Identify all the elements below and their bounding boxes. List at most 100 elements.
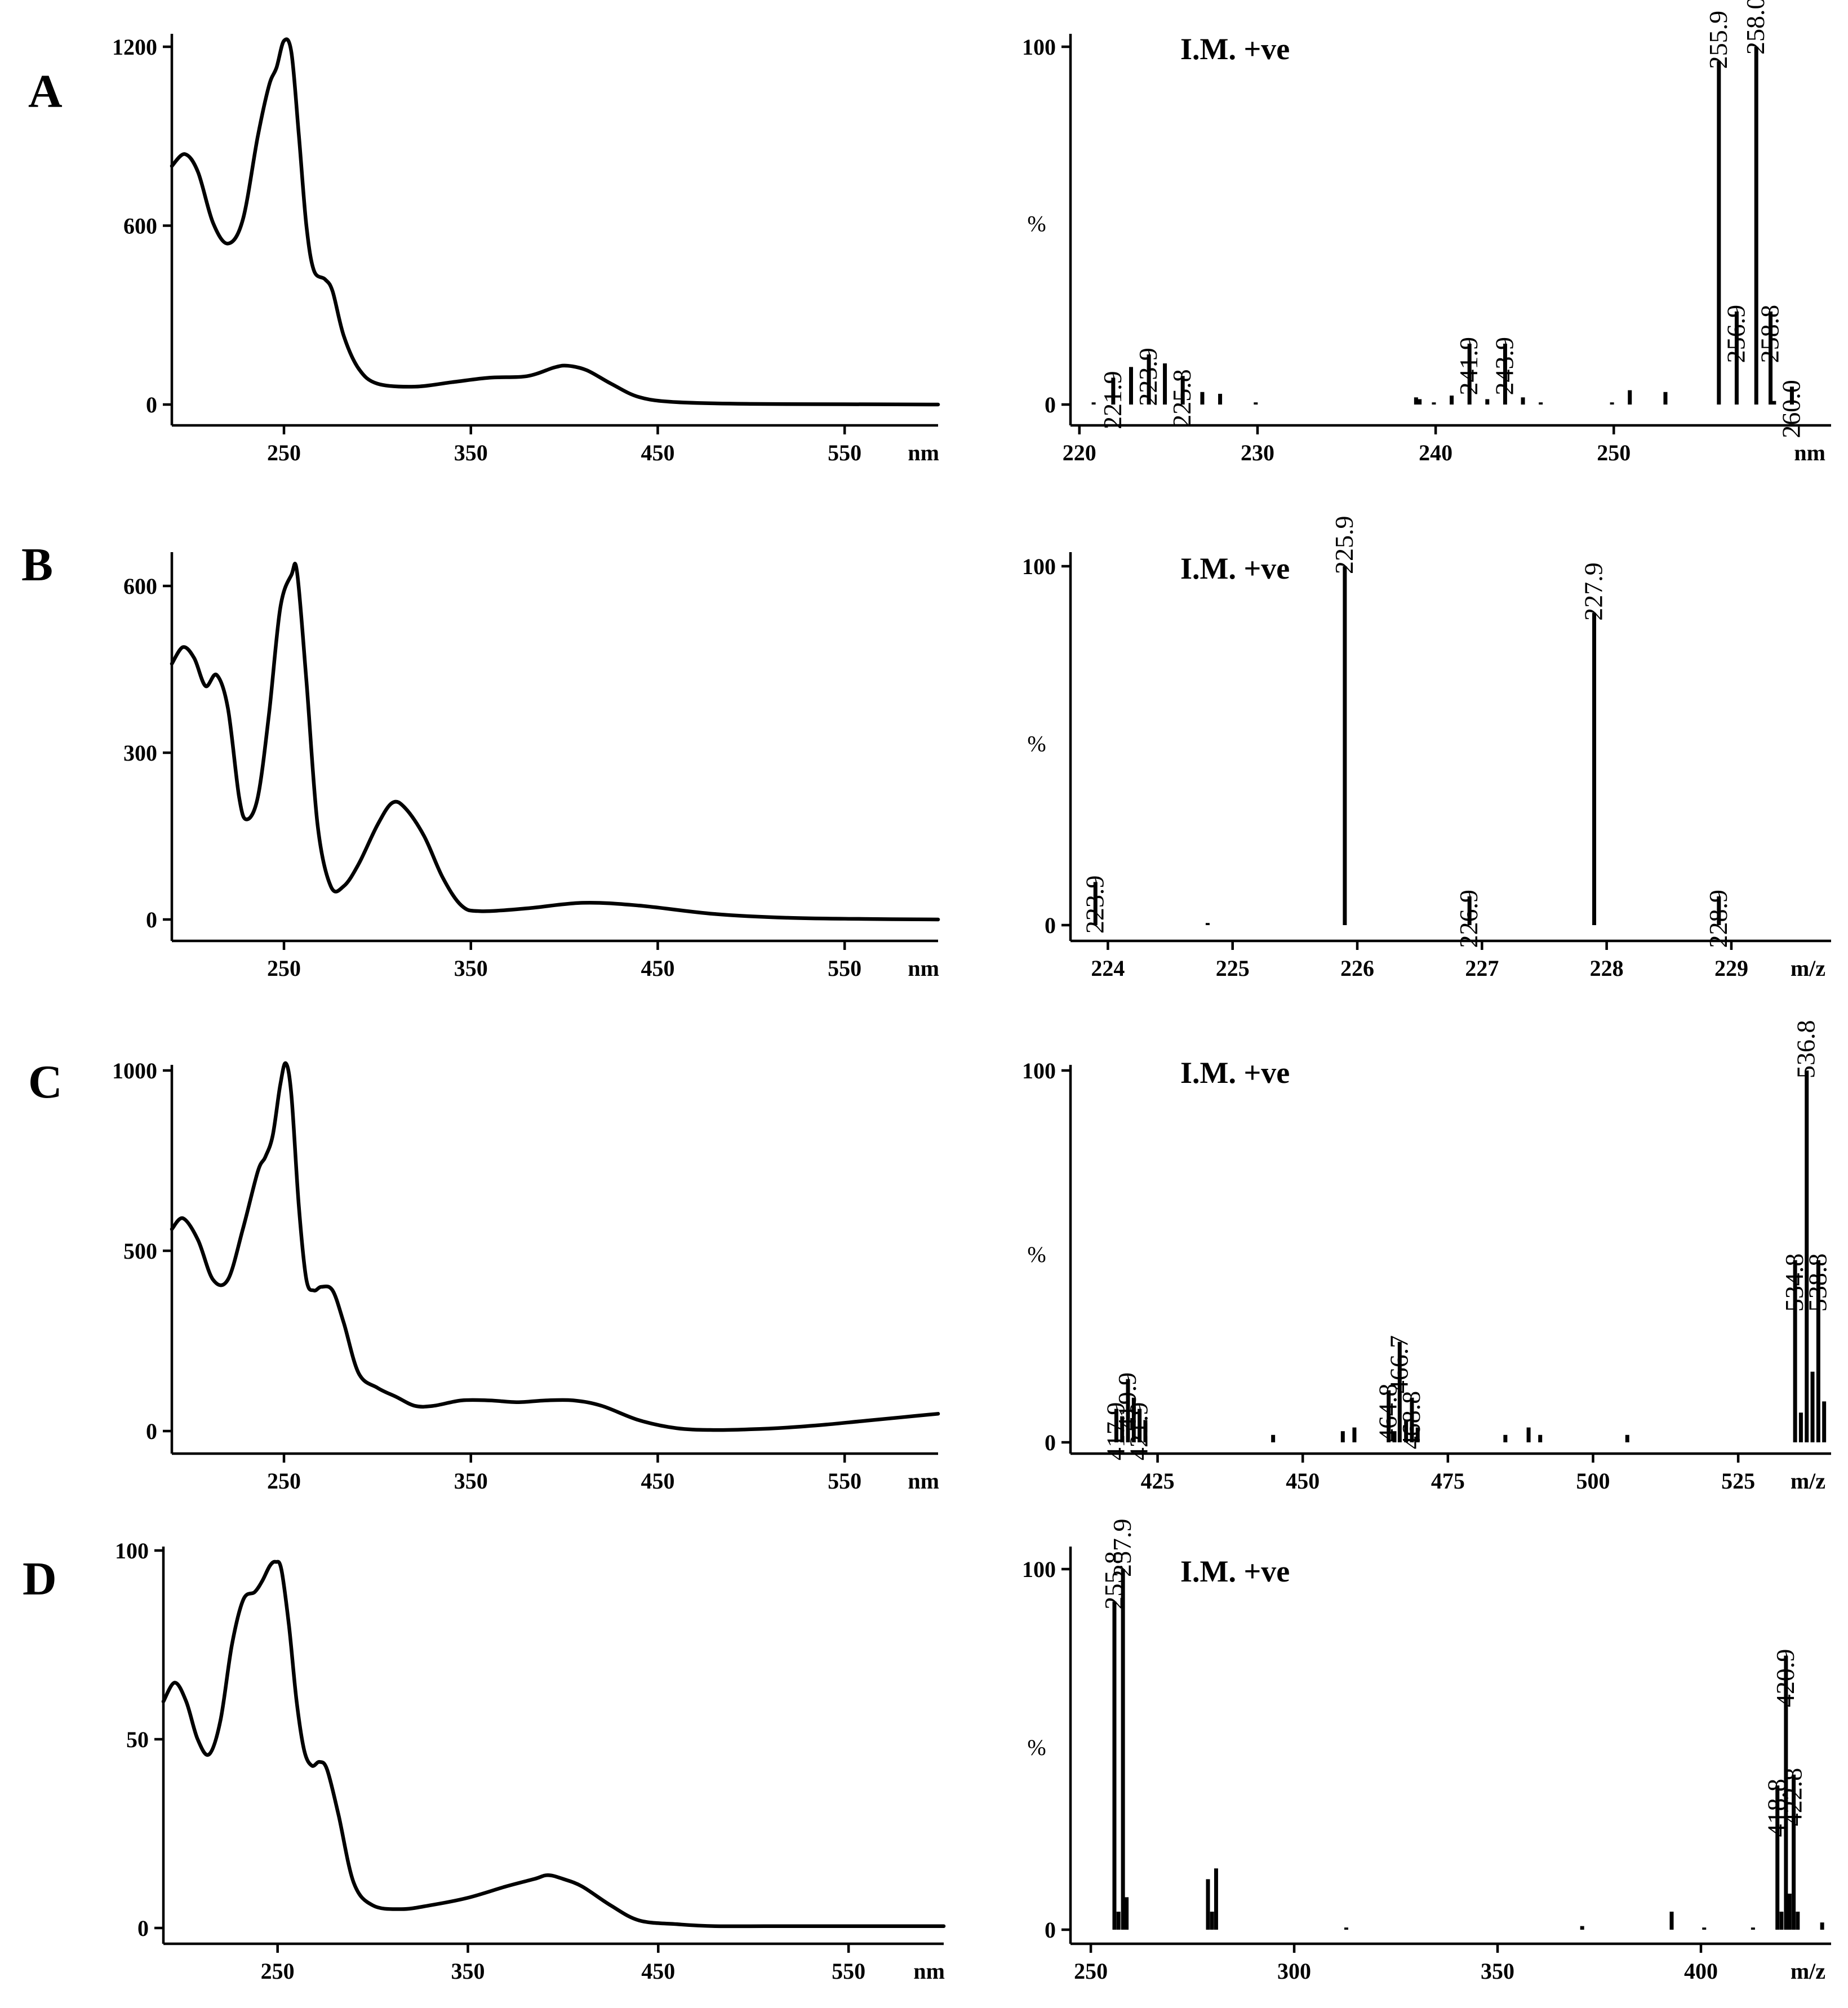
- y-tick-label: 0: [137, 1916, 149, 1941]
- x-tick-label: 450: [641, 1958, 675, 1984]
- uv-absorbance-curve: [170, 562, 940, 922]
- y-tick-label: 500: [123, 1238, 157, 1264]
- x-tick-label: 425: [1141, 1468, 1175, 1494]
- x-tick-label: 250: [267, 956, 301, 981]
- ms-peak-label: 257.9: [1108, 1519, 1136, 1578]
- y-tick-label: 50: [126, 1727, 149, 1752]
- y-tick-label: 0: [1045, 1917, 1056, 1943]
- y-tick-label: 0: [1045, 1430, 1056, 1455]
- ms-peak-label: 225.9: [1330, 516, 1358, 575]
- x-tick-label: 475: [1431, 1468, 1465, 1494]
- y-tick-label: 0: [1045, 913, 1056, 938]
- panel-c-uv-chart: 250 350 450 550 nm 0 500 1000: [112, 1058, 940, 1494]
- x-unit-label: nm: [913, 1958, 945, 1984]
- panel-tag-d: D: [23, 1553, 57, 1605]
- x-tick-label: 224: [1091, 956, 1125, 981]
- ms-peak-label: 228.9: [1704, 890, 1732, 948]
- ionization-mode-label: I.M. +ve: [1180, 32, 1290, 66]
- x-tick-label: 400: [1684, 1958, 1718, 1984]
- ms-peak-label: 226.9: [1454, 890, 1483, 948]
- panel-tag-c: C: [28, 1056, 63, 1108]
- x-tick-label: 350: [454, 1468, 488, 1494]
- x-tick-label: 550: [832, 1958, 865, 1984]
- x-tick-label: 350: [451, 1958, 485, 1984]
- x-tick-label: 250: [267, 440, 301, 465]
- ms-peak-label: 241.9: [1454, 337, 1483, 396]
- x-tick-label: 550: [828, 956, 861, 981]
- y-tick-label: 600: [123, 574, 157, 599]
- x-unit-label: m/z: [1791, 1468, 1825, 1494]
- ms-peak-label: 464.8: [1374, 1384, 1402, 1442]
- ms-peak-label: 534.8: [1780, 1254, 1809, 1312]
- x-unit-label: nm: [1794, 440, 1825, 465]
- uv-absorbance-curve: [161, 1560, 946, 1929]
- y-axis-percent-label: %: [1027, 731, 1046, 757]
- ms-peak-label: 418.8: [1762, 1779, 1791, 1837]
- ms-peak-label: 223.9: [1080, 876, 1109, 934]
- x-tick-label: 240: [1419, 440, 1452, 465]
- y-tick-label: 0: [146, 392, 157, 417]
- x-tick-label: 350: [454, 956, 488, 981]
- x-tick-label: 525: [1721, 1468, 1755, 1494]
- ms-peak-label: 538.8: [1803, 1254, 1832, 1312]
- ms-peak-label: 255.9: [1704, 11, 1732, 69]
- panel-tag-b: B: [21, 539, 53, 591]
- y-tick-label: 600: [123, 214, 157, 239]
- x-tick-label: 250: [267, 1468, 301, 1494]
- x-tick-label: 227: [1465, 956, 1499, 981]
- y-tick-label: 100: [1022, 1058, 1056, 1083]
- ms-peak-label: 422.8: [1779, 1768, 1807, 1827]
- panel-a-uv-chart: 250 350 450 550 nm 0 600 1200: [112, 34, 940, 465]
- x-tick-label: 250: [261, 1958, 295, 1984]
- y-tick-label: 0: [1045, 392, 1056, 417]
- ms-peak-label: 260.0: [1776, 380, 1805, 438]
- x-unit-label: nm: [908, 440, 939, 465]
- x-tick-label: 350: [454, 440, 488, 465]
- ms-peak-label: 417.9: [1101, 1402, 1130, 1461]
- x-tick-label: 220: [1063, 440, 1096, 465]
- y-tick-label: 100: [1022, 34, 1056, 60]
- x-tick-label: 300: [1277, 1958, 1311, 1984]
- x-unit-label: m/z: [1791, 1958, 1825, 1984]
- ms-peak-label: 536.8: [1792, 1020, 1820, 1079]
- x-tick-label: 350: [1481, 1958, 1514, 1984]
- x-tick-label: 230: [1241, 440, 1274, 465]
- y-tick-label: 1200: [112, 34, 157, 60]
- y-tick-label: 1000: [112, 1058, 157, 1083]
- ms-peak-label: 466.7: [1384, 1335, 1413, 1394]
- ms-peak-label: 468.8: [1397, 1391, 1425, 1450]
- panel-a-ms-chart: 220 230 240 250 nm 0 100% I.M. +ve 221.9 223.9 225…: [1022, 0, 1831, 465]
- ms-peak-label: 221.9: [1098, 371, 1127, 429]
- x-tick-label: 250: [1597, 440, 1631, 465]
- ionization-mode-label: I.M. +ve: [1180, 552, 1290, 585]
- uv-absorbance-curve: [170, 1061, 940, 1432]
- y-tick-label: 0: [146, 1419, 157, 1444]
- y-tick-label: 100: [1022, 554, 1056, 579]
- x-tick-label: 450: [641, 1468, 674, 1494]
- x-tick-label: 450: [641, 956, 674, 981]
- ionization-mode-label: I.M. +ve: [1180, 1056, 1290, 1090]
- panel-tag-a: A: [28, 65, 63, 118]
- y-axis-percent-label: %: [1027, 1242, 1046, 1267]
- ms-peak-label: 227.9: [1579, 562, 1608, 621]
- ms-peak-label: 420.9: [1771, 1649, 1800, 1708]
- uv-absorbance-curve: [170, 37, 940, 407]
- x-tick-label: 229: [1714, 956, 1748, 981]
- x-tick-label: 550: [828, 440, 861, 465]
- panel-b-ms-chart: 224 225 226 227 228 229 m/z 0 100% I.M. +ve 223.9 2…: [1022, 516, 1831, 981]
- y-tick-label: 100: [115, 1538, 149, 1563]
- y-tick-label: 300: [123, 740, 157, 766]
- x-unit-label: m/z: [1791, 956, 1825, 981]
- x-tick-label: 450: [641, 440, 674, 465]
- x-tick-label: 225: [1216, 956, 1250, 981]
- x-tick-label: 250: [1074, 1958, 1108, 1984]
- ms-peak-label: 243.9: [1490, 337, 1518, 396]
- ms-peak-label: 258.8: [1756, 305, 1784, 363]
- ionization-mode-label: I.M. +ve: [1180, 1554, 1290, 1588]
- x-tick-label: 450: [1286, 1468, 1320, 1494]
- ms-peak-label: 258.0: [1741, 0, 1770, 55]
- y-axis-percent-label: %: [1027, 1735, 1046, 1760]
- ms-peak-label: 223.9: [1134, 348, 1162, 406]
